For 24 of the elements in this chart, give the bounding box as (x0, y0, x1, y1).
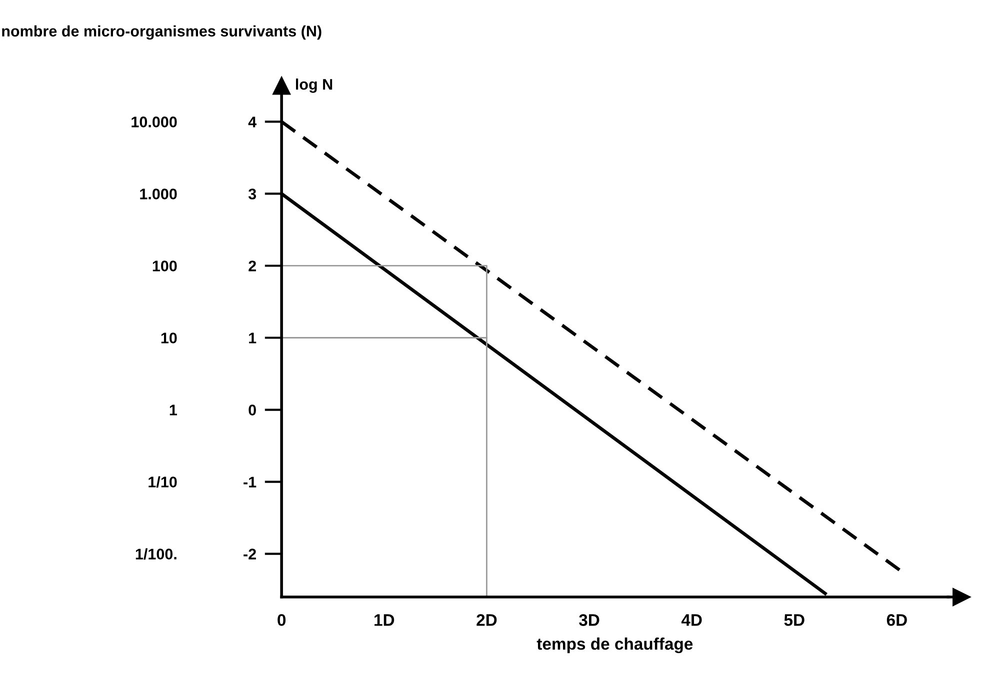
x-tick-label: 0 (278, 614, 286, 626)
y-tick-label: 4 (248, 116, 257, 128)
y2-axis-title: nombre de micro-organismes survivants (N) (2, 25, 322, 40)
y2-tick-label: 10 (161, 332, 177, 344)
y2-tick-label: 100 (152, 260, 177, 272)
x-tick-label: 1D (374, 614, 394, 626)
y-tick-label: -2 (244, 548, 256, 560)
x-tick-label: 4D (681, 614, 702, 626)
y-tick-label: -1 (244, 476, 256, 488)
y2-tick-label: 10.000 (132, 116, 177, 128)
x-tick-label: 3D (579, 614, 600, 626)
x-tick-label: 6D (886, 614, 907, 626)
x-axis-title: temps de chauffage (536, 638, 693, 654)
y2-tick-label: 1 (170, 404, 177, 416)
x-tick-label: 5D (784, 614, 804, 626)
y-tick-label: 0 (248, 404, 256, 416)
y2-tick-label: 1/10 (148, 476, 177, 488)
y-axis-title: log N (296, 78, 332, 93)
y-tick-label: 2 (248, 260, 256, 272)
x-tick-label: 2D (476, 614, 497, 626)
y-tick-label: 3 (248, 188, 256, 200)
y-tick-label: 1 (249, 332, 256, 344)
y2-tick-label: 1.000 (140, 188, 177, 200)
y2-tick-label: 1/100. (136, 548, 176, 560)
